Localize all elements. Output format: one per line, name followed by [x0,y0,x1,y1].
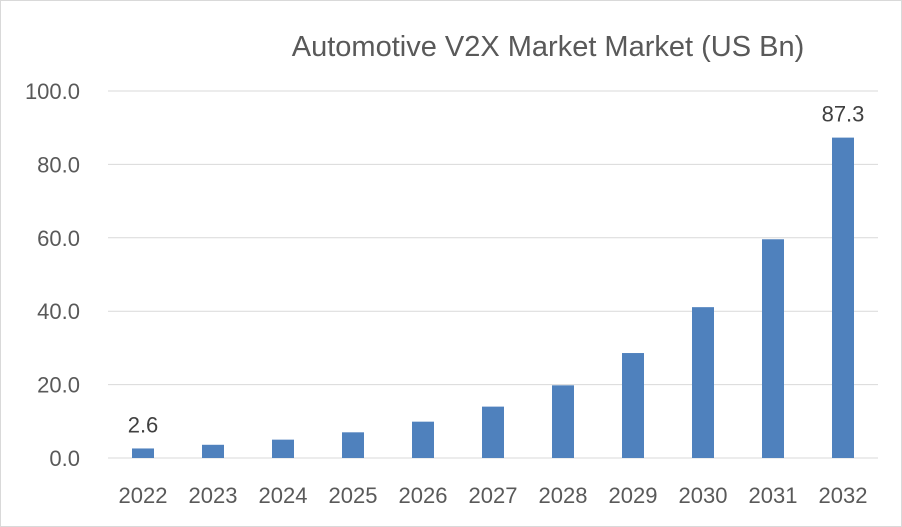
x-tick-label: 2029 [609,483,658,508]
x-tick-label: 2030 [679,483,728,508]
x-tick-label: 2025 [329,483,378,508]
y-axis: 0.0 20.0 40.0 60.0 80.0 100.0 [25,79,80,471]
bar-2030 [692,307,714,458]
x-tick-label: 2027 [469,483,518,508]
x-tick-label: 2031 [749,483,798,508]
chart-title: Automotive V2X Market Market (US Bn) [292,31,805,63]
bar-2031 [762,239,784,458]
data-labels: 2.6 87.3 [128,102,865,438]
y-tick-label: 0.0 [49,446,80,471]
bar-2022 [132,448,154,458]
y-tick-label: 80.0 [37,152,80,177]
bar-2026 [412,421,434,458]
y-tick-label: 40.0 [37,299,80,324]
y-tick-label: 20.0 [37,373,80,398]
x-tick-label: 2032 [819,483,868,508]
x-axis: 2022 2023 2024 2025 2026 2027 2028 2029 2030 2031… [119,483,868,508]
bar-2029 [622,353,644,458]
x-tick-label: 2028 [539,483,588,508]
bar-2024 [272,439,294,458]
data-label-2032: 87.3 [822,102,865,127]
x-tick-label: 2022 [119,483,168,508]
bar-2027 [482,406,504,458]
bar-2028 [552,385,574,458]
y-tick-label: 60.0 [37,226,80,251]
grid-layer [108,90,878,459]
x-tick-label: 2023 [189,483,238,508]
bar-series [132,137,854,458]
y-tick-label: 100.0 [25,79,80,104]
data-label-2022: 2.6 [128,412,159,437]
bar-2023 [202,444,224,458]
bar-2032 [832,137,854,458]
bar-2025 [342,432,364,458]
x-tick-label: 2024 [259,483,308,508]
x-tick-label: 2026 [399,483,448,508]
